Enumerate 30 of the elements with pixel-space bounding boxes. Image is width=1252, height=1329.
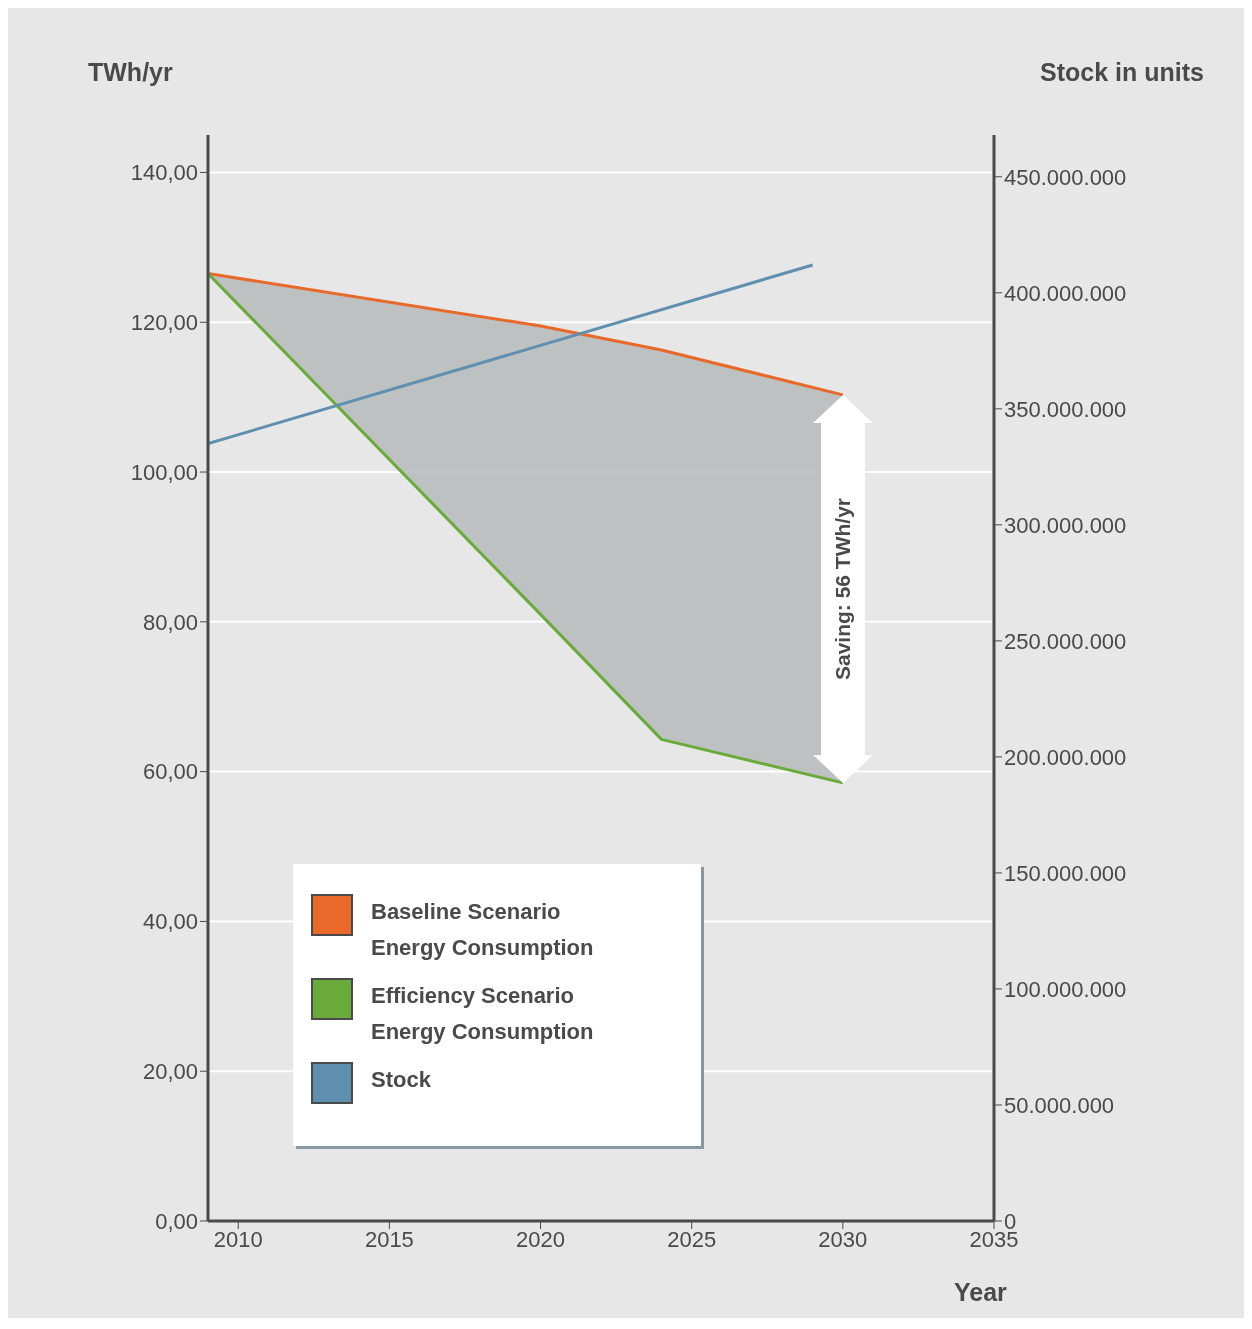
y-tick-label: 20,00: [142, 1059, 198, 1085]
y-tick-label: 80,00: [142, 609, 198, 635]
y2-tick-label: 250.000.000: [1004, 628, 1127, 654]
y2-tick-label: 400.000.000: [1004, 280, 1127, 306]
y2-tick-label: 150.000.000: [1004, 860, 1127, 886]
y-tick-label: 40,00: [142, 909, 198, 935]
y-tick-label: 100,00: [130, 459, 198, 485]
y-tick-label: 0,00: [155, 1208, 198, 1234]
y-tick-label: 120,00: [130, 310, 198, 336]
y2-tick-label: 350.000.000: [1004, 396, 1127, 422]
line-series: [208, 272, 845, 397]
y-tick-label: 140,00: [130, 160, 198, 186]
legend-label: Stock: [371, 1066, 432, 1094]
annotation: Saving: 56 TWh/yr: [830, 496, 855, 682]
x-tick-label: 2025: [667, 1226, 717, 1252]
y2-tick-label: 100.000.000: [1004, 976, 1127, 1002]
x-tick-label: 2015: [364, 1226, 414, 1252]
y2-tick-label: 300.000.000: [1004, 512, 1127, 538]
x-tick-label: 2010: [213, 1226, 263, 1252]
y2-tick-label: 50.000.000: [1004, 1092, 1115, 1118]
x-tick-label: 2020: [516, 1226, 566, 1252]
y2-tick-label: 200.000.000: [1004, 744, 1127, 770]
x-tick-label: 2030: [818, 1226, 868, 1252]
y2-axis-title: Stock in units: [1040, 58, 1204, 87]
legend-label: Efficiency Scenario Energy Consumption: [371, 982, 595, 1046]
y2-tick-label: 450.000.000: [1004, 164, 1127, 190]
x-axis-title: Year: [954, 1278, 1007, 1307]
y-tick-label: 60,00: [142, 759, 198, 785]
legend-label: Baseline Scenario Energy Consumption: [371, 898, 595, 962]
y-axis-title: TWh/yr: [88, 58, 173, 87]
